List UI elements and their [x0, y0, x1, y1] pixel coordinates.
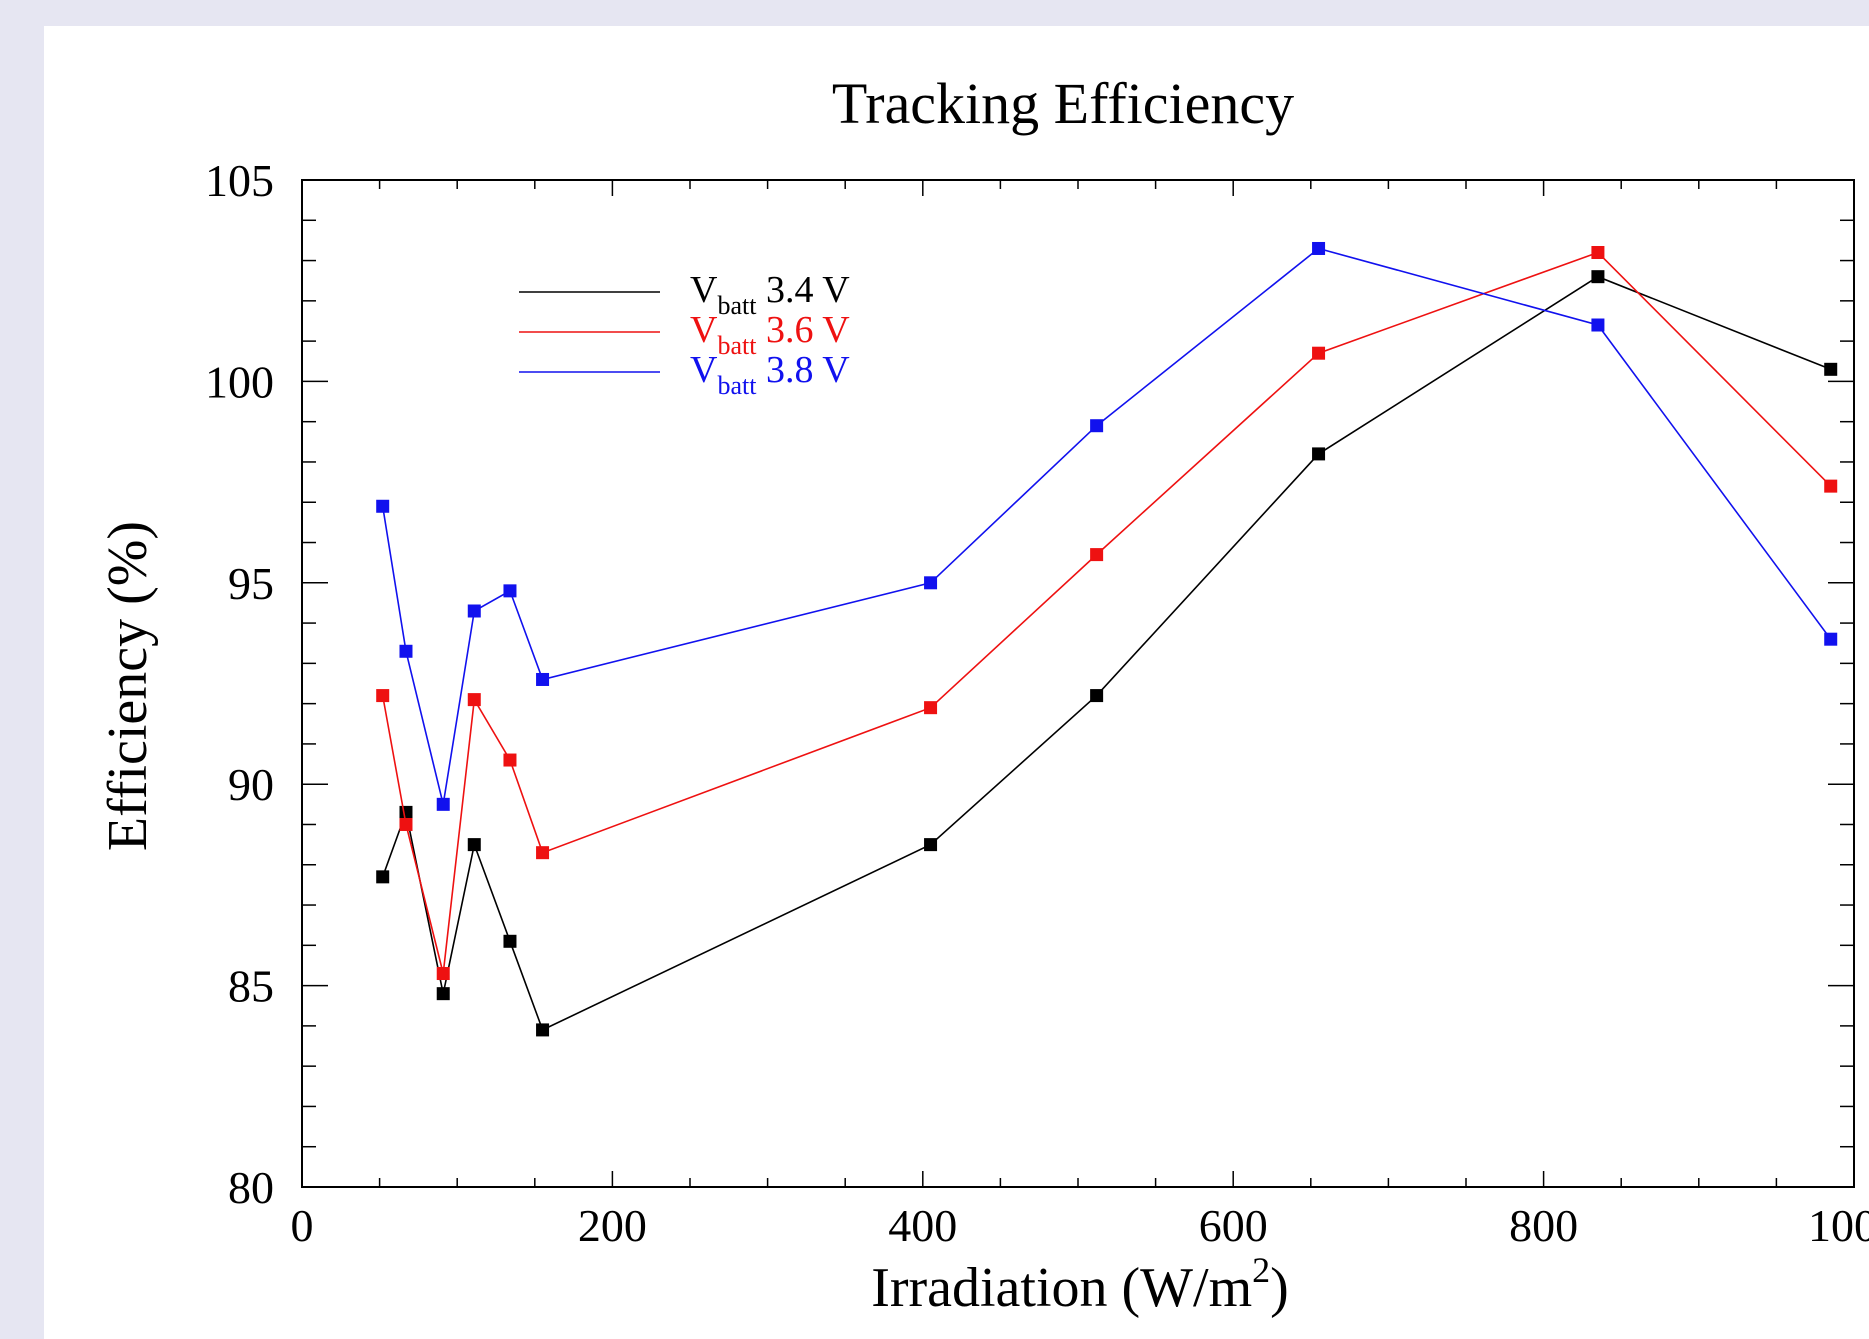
legend-label-main: V [690, 309, 718, 351]
plot-frame [301, 179, 1855, 1188]
data-point [536, 846, 550, 860]
data-point [1824, 479, 1838, 493]
legend-item-3: Vbatt 3.8 V [519, 349, 850, 400]
data-point [376, 499, 390, 513]
data-point [376, 689, 390, 703]
series-1 [376, 270, 1838, 1037]
legend-label-tail: 3.6 V [756, 309, 850, 351]
legend-label-subscript: batt [717, 331, 757, 360]
series-2 [376, 246, 1838, 981]
data-point [536, 1023, 550, 1037]
y-axis-label: Efficiency (%) [97, 521, 159, 851]
data-point [1312, 346, 1326, 360]
data-point [436, 797, 450, 811]
data-point [924, 701, 938, 715]
data-point [924, 838, 938, 852]
x-axis-label-superscript: 2 [1252, 1250, 1270, 1290]
x-tick-label: 600 [1199, 1200, 1268, 1251]
data-point [1591, 270, 1605, 284]
legend-label-main: V [690, 349, 718, 391]
legend-label: Vbatt 3.4 V [690, 269, 850, 320]
legend-label-main: V [690, 269, 718, 311]
y-tick-label: 100 [205, 356, 274, 407]
data-point [924, 576, 938, 590]
chart-title: Tracking Efficiency [832, 71, 1294, 136]
data-point [536, 672, 550, 686]
data-point [467, 604, 481, 618]
x-axis-label: Irradiation (W/m2) [871, 1250, 1289, 1319]
data-point [436, 967, 450, 981]
x-tick-label: 200 [578, 1200, 647, 1251]
data-point [503, 584, 517, 598]
legend-label-subscript: batt [717, 291, 757, 320]
data-point [1591, 318, 1605, 332]
data-point [1312, 447, 1326, 461]
data-point [503, 934, 517, 948]
chart-panel [44, 26, 1869, 1339]
data-point [1090, 689, 1104, 703]
data-point [1090, 548, 1104, 562]
x-tick-label: 800 [1509, 1200, 1578, 1251]
data-point [503, 753, 517, 767]
x-tick-label: 0 [291, 1200, 314, 1251]
series-line [381, 275, 1831, 1032]
data-point [1312, 241, 1326, 255]
series-3 [376, 241, 1838, 811]
legend-item-2: Vbatt 3.6 V [519, 309, 850, 360]
series-line [381, 251, 1832, 974]
y-tick-label: 105 [205, 155, 274, 206]
data-point [1824, 632, 1838, 646]
y-tick-label: 95 [228, 558, 274, 609]
data-point [376, 870, 390, 884]
legend-label: Vbatt 3.8 V [690, 349, 850, 400]
y-tick-label: 80 [228, 1162, 274, 1213]
x-axis-label-main: Irradiation (W/m [871, 1257, 1252, 1319]
data-point [399, 644, 413, 658]
data-point [467, 693, 481, 707]
y-tick-label: 85 [228, 961, 274, 1012]
data-point [399, 817, 413, 831]
x-tick-label: 1000 [1808, 1200, 1869, 1251]
data-point [436, 987, 450, 1001]
legend-label-tail: 3.8 V [756, 349, 850, 391]
data-point [1591, 246, 1605, 260]
legend-label-tail: 3.4 V [756, 269, 850, 311]
series-group [376, 241, 1838, 1037]
axes: 0 200 400 600 800 1000 80 85 90 95 100 105 [205, 155, 1869, 1251]
x-tick-label: 400 [888, 1200, 957, 1251]
legend-label-subscript: batt [717, 371, 757, 400]
y-tick-label: 90 [228, 759, 274, 810]
data-point [399, 805, 413, 819]
legend-label: Vbatt 3.6 V [690, 309, 850, 360]
x-axis-label-tail: ) [1270, 1257, 1289, 1319]
data-point [1824, 362, 1838, 376]
legend-item-1: Vbatt 3.4 V [519, 269, 850, 320]
data-point [467, 838, 481, 852]
data-point [1090, 419, 1104, 433]
